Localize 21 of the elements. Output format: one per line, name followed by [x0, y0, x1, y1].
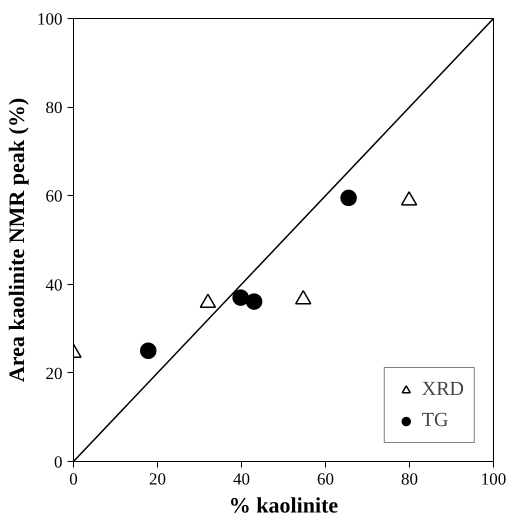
point: [294, 290, 312, 304]
point: [340, 190, 357, 206]
x-tick-label: 80: [401, 470, 418, 488]
legend-label: TG: [422, 409, 448, 432]
x-tick-label: 0: [69, 470, 78, 488]
y-tick-label: 0: [54, 452, 62, 472]
x-tick-label: 20: [149, 470, 166, 488]
legend-label: XRD: [422, 378, 464, 401]
point: [232, 289, 249, 306]
y-tick-label: 100: [37, 10, 62, 28]
y-tick-label: 80: [46, 98, 62, 118]
point: [200, 293, 216, 308]
y-tick-label: 40: [46, 275, 62, 294]
point: [246, 293, 262, 310]
y-axis-title: Area kaolinite NMR peak (%): [4, 98, 29, 382]
x-axis-title: % kaolinite: [228, 492, 338, 518]
x-tick-label: 60: [317, 470, 334, 488]
y-tick-label: 60: [46, 186, 62, 206]
x-tick-label: 100: [480, 470, 506, 488]
x-tick-label: 40: [233, 470, 250, 488]
y-tick-label: 20: [46, 364, 62, 383]
